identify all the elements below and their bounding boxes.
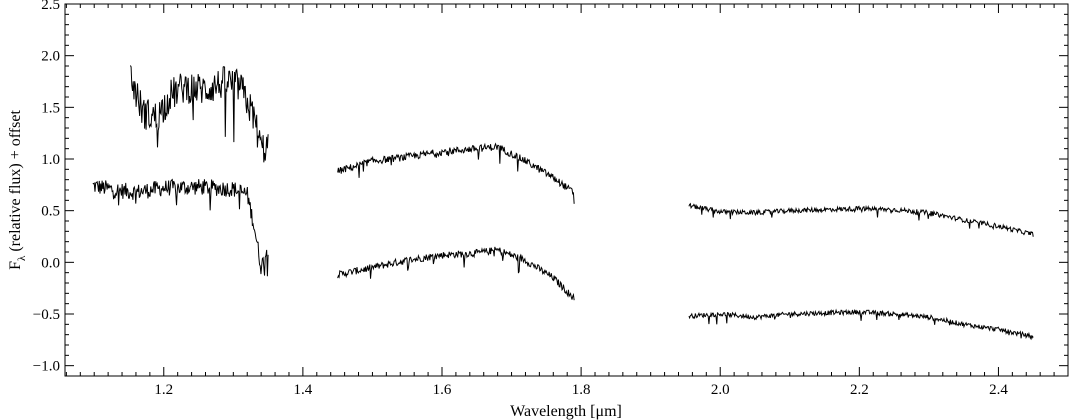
series-2-segment-2: [337, 142, 575, 204]
y-tick-label: 0.0: [41, 255, 60, 271]
series-2-segment-1: [129, 65, 269, 163]
y-tick-label: −0.5: [33, 307, 60, 323]
x-axis-title: Wavelength [μm]: [510, 403, 622, 420]
series-1-segment-1: [92, 178, 269, 277]
series-2-segment-3: [688, 202, 1034, 237]
y-axis-title-subscript: λ: [16, 255, 28, 261]
x-tick-label: 2.4: [989, 382, 1008, 398]
y-tick-label: 1.5: [41, 100, 60, 116]
plot-frame: [64, 3, 1069, 377]
x-tick-label: 1.8: [572, 382, 591, 398]
x-tick-label: 2.2: [850, 382, 869, 398]
y-tick-label: 1.0: [41, 152, 60, 168]
y-axis-title-main: F: [7, 261, 24, 270]
ticks-layer: 1.2 1.4 1.6 1.8 2.0 2.2 2.4 2.5 2.0 1.5 1.0 0.5 0.0 −…: [33, 0, 1069, 398]
x-tick-label: 1.2: [154, 382, 173, 398]
y-tick-label: −1.0: [33, 359, 60, 375]
x-tick-label: 1.4: [294, 382, 313, 398]
y-tick-label: 2.5: [41, 0, 60, 13]
y-axis-title-rest: (relative flux) + offset: [7, 110, 24, 256]
data-layer: [92, 65, 1034, 341]
y-tick-label: 2.0: [41, 49, 60, 65]
y-axis-title: Fλ (relative flux) + offset: [7, 110, 28, 270]
x-tick-label: 1.6: [433, 382, 452, 398]
series-1-segment-2: [337, 246, 575, 301]
x-tick-label: 2.0: [711, 382, 730, 398]
y-tick-label: 0.5: [41, 204, 60, 220]
series-1-segment-3: [688, 308, 1034, 341]
